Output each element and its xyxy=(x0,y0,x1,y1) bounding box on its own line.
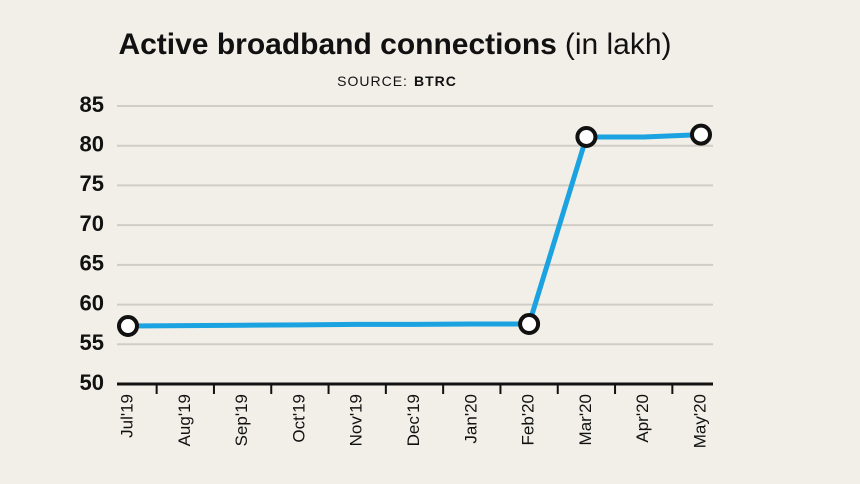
marker xyxy=(117,315,139,338)
marker xyxy=(690,123,712,146)
x-tick-label: Apr'20 xyxy=(633,394,652,443)
x-tick-label: Oct'19 xyxy=(289,394,308,443)
y-tick-label: 80 xyxy=(80,132,104,157)
y-tick-label: 55 xyxy=(80,330,104,355)
x-tick-label: Aug'19 xyxy=(175,394,194,446)
chart-subtitle: SOURCE: BTRC xyxy=(337,73,457,89)
x-tick-label: Sep'19 xyxy=(232,394,251,446)
x-tick-label: Mar'20 xyxy=(576,394,595,445)
x-tick-label: Jul'19 xyxy=(117,394,136,438)
x-tick-label: May'20 xyxy=(690,394,709,448)
chart-title: Active broadband connections xyxy=(118,28,556,61)
y-tick-label: 65 xyxy=(80,251,104,276)
y-tick-label: 50 xyxy=(80,370,104,395)
y-tick-label: 75 xyxy=(80,171,104,196)
marker xyxy=(575,125,598,148)
marker xyxy=(518,313,541,336)
source: BTRC xyxy=(414,73,457,89)
x-tick-label: Feb'20 xyxy=(519,394,538,445)
source-label: SOURCE: xyxy=(337,73,408,89)
x-tick-label: Jan'20 xyxy=(461,394,480,444)
y-tick-label: 70 xyxy=(80,211,104,236)
x-tick-label: Dec'19 xyxy=(404,394,423,446)
chart-title-group: Active broadband connections (in lakh) xyxy=(118,28,671,61)
y-tick-label: 60 xyxy=(80,290,104,315)
line xyxy=(127,132,702,329)
x-tick-label: Nov'19 xyxy=(347,394,366,446)
chart-unit: (in lakh) xyxy=(565,28,672,61)
y-tick-label: 85 xyxy=(80,92,104,117)
